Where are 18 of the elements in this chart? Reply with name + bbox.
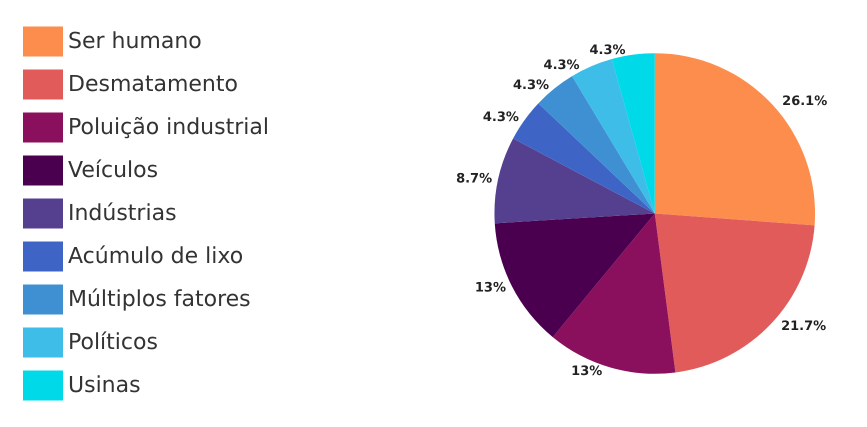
data-label: 4.3% (482, 110, 519, 126)
legend-label: Poluição industrial (68, 115, 269, 140)
legend-label: Veículos (68, 158, 158, 183)
data-label: 4.3% (512, 78, 550, 93)
legend-label: Múltiplos fatores (68, 287, 251, 312)
legend-label: Ser humano (68, 29, 202, 54)
legend-label: Políticos (68, 330, 158, 355)
data-label: 4.3% (590, 43, 626, 58)
data-label: 4.3% (544, 58, 580, 74)
data-label: 8.7% (456, 171, 492, 186)
data-label: 13% (571, 364, 602, 379)
legend-label: Indústrias (68, 201, 177, 226)
legend-label: Acúmulo de lixo (68, 244, 244, 269)
legend-label: Usinas (68, 373, 141, 398)
data-label: 26.1% (782, 94, 828, 110)
legend-label: Desmatamento (68, 72, 238, 97)
data-label: 13% (474, 280, 506, 296)
data-label: 21.7% (781, 318, 826, 334)
